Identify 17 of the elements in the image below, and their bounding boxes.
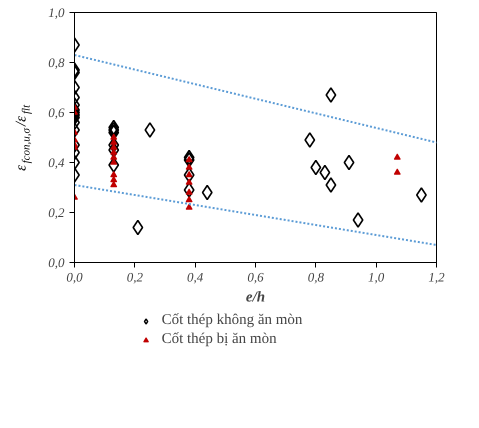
x-tick-label: 0,2 xyxy=(126,270,144,284)
legend-label: Cốt thép không ăn mòn xyxy=(162,312,302,329)
x-axis-title: e/h xyxy=(246,290,266,306)
legend-label: Cốt thép bị ăn mòn xyxy=(162,331,277,348)
y-tick-label: 0,6 xyxy=(48,105,65,120)
x-tick-label: 1,2 xyxy=(428,270,446,284)
y-tick-label: 0,0 xyxy=(48,255,65,270)
y-axis-title: εfcon,u,σ/εflt xyxy=(14,104,32,171)
x-tick-label: 0,4 xyxy=(187,270,204,284)
x-tick-label: 0,0 xyxy=(66,270,84,284)
y-tick-label: 0,4 xyxy=(48,155,65,170)
y-tick-label: 0,2 xyxy=(48,205,65,220)
x-tick-label: 0,8 xyxy=(308,270,324,284)
x-tick-label: 1,0 xyxy=(368,270,385,284)
y-tick-label: 1,0 xyxy=(48,5,65,20)
y-tick-label: 0,8 xyxy=(48,55,65,70)
x-tick-label: 0,6 xyxy=(247,270,264,284)
